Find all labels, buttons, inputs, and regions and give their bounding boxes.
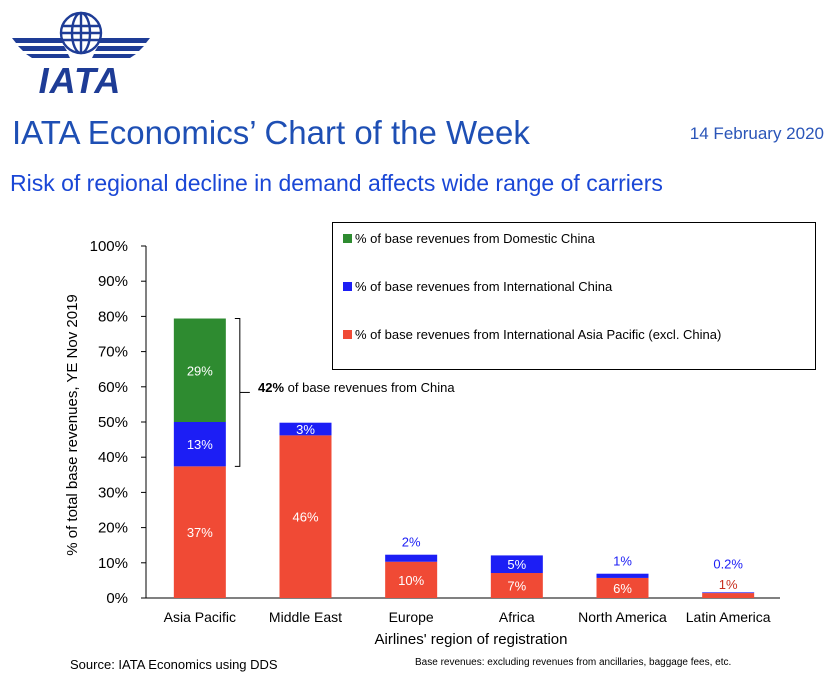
legend-swatch-asia-pacific (343, 330, 352, 339)
bar-segment-asia-pacific (702, 593, 755, 598)
china-share-annotation: 42% of base revenues from China (258, 380, 455, 395)
legend-swatch-domestic (343, 234, 352, 243)
data-label: 0.2% (713, 556, 743, 571)
annotation-text: of base revenues from China (284, 380, 455, 395)
y-tick-label: 30% (98, 484, 128, 501)
y-tick-label: 0% (106, 590, 128, 607)
logo-wordmark: IATA (38, 60, 122, 101)
annotation-value: 42% (258, 380, 285, 395)
data-label: 10% (398, 573, 424, 588)
y-tick-label: 50% (98, 414, 128, 431)
legend-item-asia-pacific: % of base revenues from International As… (343, 326, 755, 343)
y-tick-label: 20% (98, 520, 128, 537)
y-tick-label: 70% (98, 344, 128, 361)
data-label: 1% (719, 577, 738, 592)
y-tick-label: 80% (98, 308, 128, 325)
legend-swatch-international-china (343, 282, 352, 291)
legend-label-international-china: % of base revenues from International Ch… (355, 279, 613, 294)
y-tick-label: 10% (98, 555, 128, 572)
bar-segment-international-china (490, 555, 543, 574)
legend-label-domestic: % of base revenues from Domestic China (355, 231, 595, 246)
data-label: 1% (613, 554, 632, 569)
bar-segment-asia-pacific (596, 577, 649, 598)
data-label: 13% (187, 437, 213, 452)
legend-item-domestic-china: % of base revenues from Domestic China (343, 230, 595, 247)
bar-segment-asia-pacific (173, 466, 226, 598)
bar-segment-international-china (173, 422, 226, 467)
y-tick-label: 90% (98, 273, 128, 290)
legend-item-international-china: % of base revenues from International Ch… (343, 278, 613, 295)
chart-legend: % of base revenues from Domestic China %… (332, 222, 816, 370)
x-tick-label: Middle East (269, 609, 342, 625)
x-tick-label: Asia Pacific (164, 609, 236, 625)
bar-segment-asia-pacific (279, 435, 332, 598)
bar-segment-international-china (702, 592, 755, 594)
legend-label-asia-pacific: % of base revenues from International As… (355, 327, 722, 342)
data-label: 7% (507, 579, 526, 594)
y-tick-label: 40% (98, 449, 128, 466)
page-title: IATA Economics’ Chart of the Week (12, 114, 530, 151)
bar-segment-international-china (596, 573, 649, 578)
chart-subtitle: Risk of regional decline in demand affec… (10, 170, 663, 196)
x-axis-label: Airlines' region of registration (375, 631, 568, 648)
x-tick-label: Africa (499, 609, 535, 625)
bar-segment-domestic-china (173, 318, 226, 422)
y-tick-label: 60% (98, 379, 128, 396)
publication-date: 14 February 2020 (689, 124, 824, 143)
source-note: Source: IATA Economics using DDS (70, 657, 278, 672)
bar-segment-asia-pacific (490, 573, 543, 598)
iata-logo-globe-icon (12, 11, 150, 58)
footnote: Base revenues: excluding revenues from a… (415, 657, 732, 668)
x-tick-label: North America (578, 609, 667, 625)
china-share-bracket (234, 318, 241, 467)
bar-segment-international-china (385, 554, 438, 562)
y-axis-label: % of total base revenues, YE Nov 2019 (64, 294, 81, 556)
y-tick-label: 100% (90, 238, 128, 255)
bar-segment-asia-pacific (385, 561, 438, 598)
data-label: 3% (296, 422, 315, 437)
data-label: 37% (187, 525, 213, 540)
data-label: 2% (402, 535, 421, 550)
data-label: 46% (292, 510, 318, 525)
data-label: 29% (187, 363, 213, 378)
x-tick-label: Latin America (686, 609, 771, 625)
data-label: 5% (507, 557, 526, 572)
data-label: 6% (613, 581, 632, 596)
bar-segment-international-china (279, 422, 332, 436)
x-tick-label: Europe (389, 609, 434, 625)
